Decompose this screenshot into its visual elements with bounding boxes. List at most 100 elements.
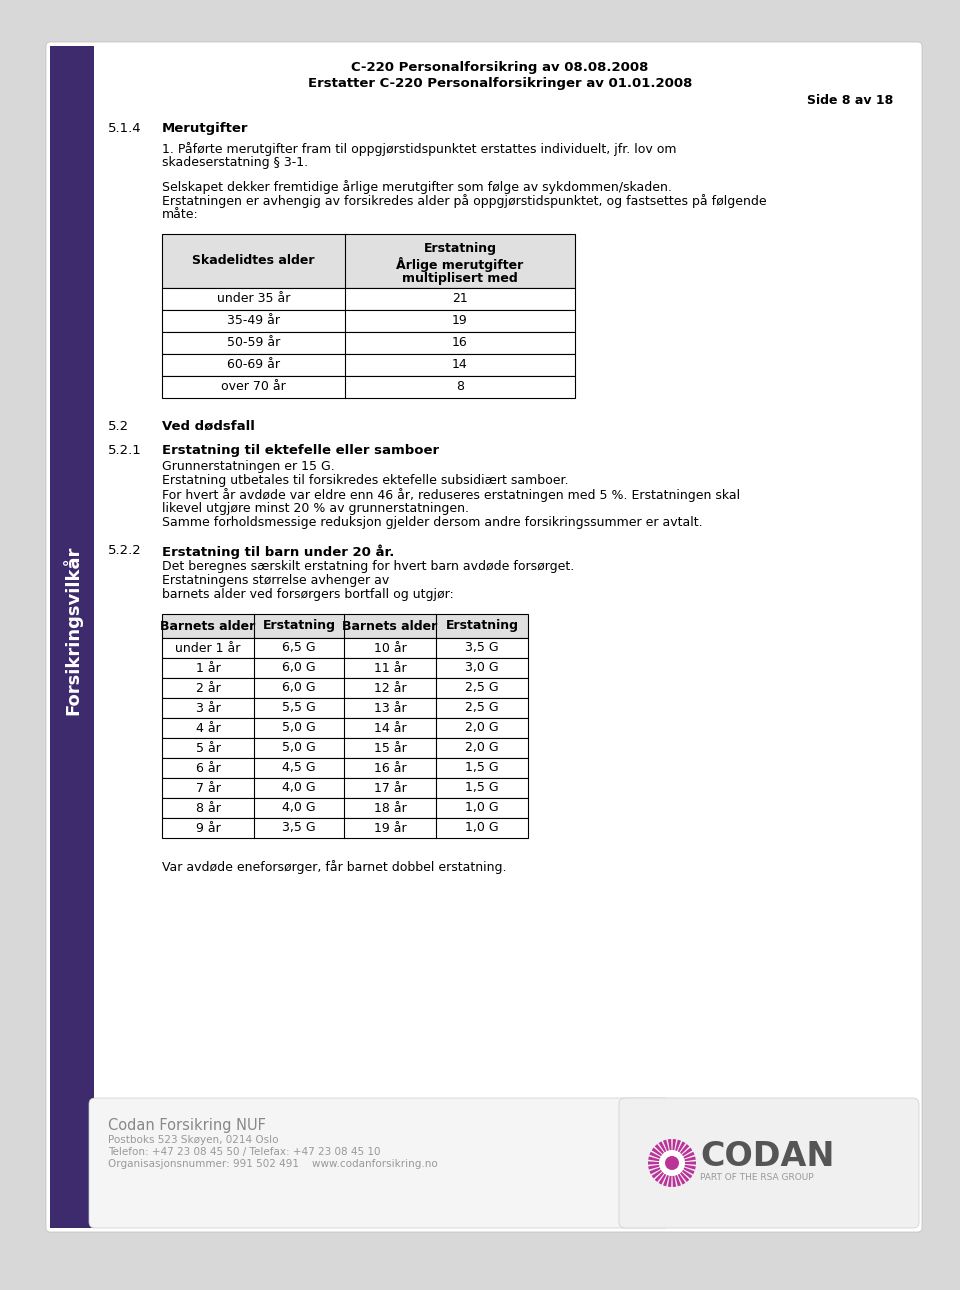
Bar xyxy=(162,310,575,332)
Text: Codan Forsikring NUF: Codan Forsikring NUF xyxy=(108,1118,266,1133)
Text: Erstatning: Erstatning xyxy=(423,243,496,255)
Text: 13 år: 13 år xyxy=(373,702,406,715)
Wedge shape xyxy=(650,1152,672,1164)
Text: 6,0 G: 6,0 G xyxy=(282,681,316,694)
Text: over 70 år: over 70 år xyxy=(221,381,286,393)
Text: 6,0 G: 6,0 G xyxy=(282,662,316,675)
Text: 1,0 G: 1,0 G xyxy=(466,822,499,835)
Text: 50-59 år: 50-59 år xyxy=(227,337,280,350)
Text: 1,5 G: 1,5 G xyxy=(466,761,499,774)
Wedge shape xyxy=(672,1139,681,1164)
FancyBboxPatch shape xyxy=(46,43,922,1232)
Wedge shape xyxy=(672,1164,694,1174)
Wedge shape xyxy=(672,1139,676,1164)
Text: Erstatningens størrelse avhenger av: Erstatningens størrelse avhenger av xyxy=(162,574,389,587)
FancyBboxPatch shape xyxy=(89,1098,671,1228)
Text: C-220 Personalforsikring av 08.08.2008: C-220 Personalforsikring av 08.08.2008 xyxy=(351,62,649,75)
Text: 17 år: 17 år xyxy=(373,782,406,795)
Text: under 1 år: under 1 år xyxy=(176,641,241,654)
Text: 12 år: 12 år xyxy=(373,681,406,694)
Text: 1. Påførte merutgifter fram til oppgjørstidspunktet erstattes individuelt, jfr. : 1. Påførte merutgifter fram til oppgjørs… xyxy=(162,142,677,156)
Wedge shape xyxy=(652,1148,672,1164)
Text: Grunnerstatningen er 15 G.: Grunnerstatningen er 15 G. xyxy=(162,461,335,473)
Wedge shape xyxy=(672,1161,696,1165)
Bar xyxy=(162,698,528,719)
Wedge shape xyxy=(655,1164,672,1182)
Bar xyxy=(162,818,528,838)
Text: 5.2.1: 5.2.1 xyxy=(108,444,142,457)
Wedge shape xyxy=(668,1164,672,1187)
Text: 16: 16 xyxy=(452,337,468,350)
Text: Erstatning til barn under 20 år.: Erstatning til barn under 20 år. xyxy=(162,544,395,559)
Bar xyxy=(162,679,528,698)
Text: Erstatter C-220 Personalforsikringer av 01.01.2008: Erstatter C-220 Personalforsikringer av … xyxy=(308,76,692,89)
Text: likevel utgjøre minst 20 % av grunnerstatningen.: likevel utgjøre minst 20 % av grunnersta… xyxy=(162,502,469,515)
Text: Samme forholdsmessige reduksjon gjelder dersom andre forsikringssummer er avtalt: Samme forholdsmessige reduksjon gjelder … xyxy=(162,516,703,529)
Bar xyxy=(162,288,575,310)
Text: 8: 8 xyxy=(456,381,464,393)
Text: Skadelidtes alder: Skadelidtes alder xyxy=(192,254,315,267)
Text: Side 8 av 18: Side 8 av 18 xyxy=(806,93,893,107)
Text: 2,0 G: 2,0 G xyxy=(466,742,499,755)
Bar xyxy=(162,738,528,759)
Wedge shape xyxy=(652,1164,672,1179)
Bar xyxy=(162,759,528,778)
Bar xyxy=(162,332,575,353)
Text: Selskapet dekker fremtidige årlige merutgifter som følge av sykdommen/skaden.: Selskapet dekker fremtidige årlige merut… xyxy=(162,181,672,194)
Text: 5,0 G: 5,0 G xyxy=(282,721,316,734)
Text: under 35 år: under 35 år xyxy=(217,293,290,306)
Text: Merutgifter: Merutgifter xyxy=(162,123,249,135)
Text: Forsikringsvilkår: Forsikringsvilkår xyxy=(62,546,82,715)
Wedge shape xyxy=(672,1164,685,1184)
Text: 5.2.2: 5.2.2 xyxy=(108,544,142,557)
Text: 16 år: 16 år xyxy=(373,761,406,774)
Text: 14: 14 xyxy=(452,359,468,372)
Wedge shape xyxy=(663,1164,672,1187)
Bar xyxy=(162,639,528,658)
Text: 2 år: 2 år xyxy=(196,681,221,694)
Text: 2,5 G: 2,5 G xyxy=(466,681,499,694)
Text: skadeserstatning § 3-1.: skadeserstatning § 3-1. xyxy=(162,156,308,169)
Bar xyxy=(162,353,575,375)
Text: PART OF THE RSA GROUP: PART OF THE RSA GROUP xyxy=(700,1174,814,1183)
Text: 9 år: 9 år xyxy=(196,822,221,835)
Wedge shape xyxy=(672,1152,694,1164)
Text: 5,5 G: 5,5 G xyxy=(282,702,316,715)
Text: 6,5 G: 6,5 G xyxy=(282,641,316,654)
Bar xyxy=(162,799,528,818)
Text: 4,0 G: 4,0 G xyxy=(282,801,316,814)
Text: Organisasjonsnummer: 991 502 491    www.codanforsikring.no: Organisasjonsnummer: 991 502 491 www.cod… xyxy=(108,1158,438,1169)
Text: 14 år: 14 år xyxy=(373,721,406,734)
Text: 60-69 år: 60-69 år xyxy=(227,359,280,372)
Text: 3,0 G: 3,0 G xyxy=(466,662,499,675)
Bar xyxy=(50,46,94,1228)
Text: 11 år: 11 år xyxy=(373,662,406,675)
Text: CODAN: CODAN xyxy=(700,1140,834,1174)
Text: 35-49 år: 35-49 år xyxy=(227,315,280,328)
Text: Ved dødsfall: Ved dødsfall xyxy=(162,421,254,433)
Text: 6 år: 6 år xyxy=(196,761,221,774)
Text: 5,0 G: 5,0 G xyxy=(282,742,316,755)
Wedge shape xyxy=(672,1164,681,1187)
Text: 5 år: 5 år xyxy=(196,742,221,755)
Wedge shape xyxy=(659,1142,672,1164)
Text: 19: 19 xyxy=(452,315,468,328)
Text: multiplisert med: multiplisert med xyxy=(402,272,517,285)
Text: 7 år: 7 år xyxy=(196,782,221,795)
Text: Erstatning: Erstatning xyxy=(445,619,518,632)
Text: Telefon: +47 23 08 45 50 / Telefax: +47 23 08 45 10: Telefon: +47 23 08 45 50 / Telefax: +47 … xyxy=(108,1147,380,1157)
Text: 10 år: 10 år xyxy=(373,641,406,654)
Wedge shape xyxy=(663,1139,672,1164)
Bar xyxy=(162,658,528,679)
Text: Var avdøde eneforsørger, får barnet dobbel erstatning.: Var avdøde eneforsørger, får barnet dobb… xyxy=(162,860,507,873)
Wedge shape xyxy=(648,1161,672,1165)
Wedge shape xyxy=(672,1156,696,1164)
Text: 15 år: 15 år xyxy=(373,742,406,755)
Text: måte:: måte: xyxy=(162,208,199,221)
Text: barnets alder ved forsørgers bortfall og utgjør:: barnets alder ved forsørgers bortfall og… xyxy=(162,588,454,601)
Text: Det beregnes særskilt erstatning for hvert barn avdøde forsørget.: Det beregnes særskilt erstatning for hve… xyxy=(162,560,574,573)
Text: 3 år: 3 år xyxy=(196,702,221,715)
Wedge shape xyxy=(648,1164,672,1170)
Text: Barnets alder: Barnets alder xyxy=(160,619,255,632)
Text: 1,0 G: 1,0 G xyxy=(466,801,499,814)
